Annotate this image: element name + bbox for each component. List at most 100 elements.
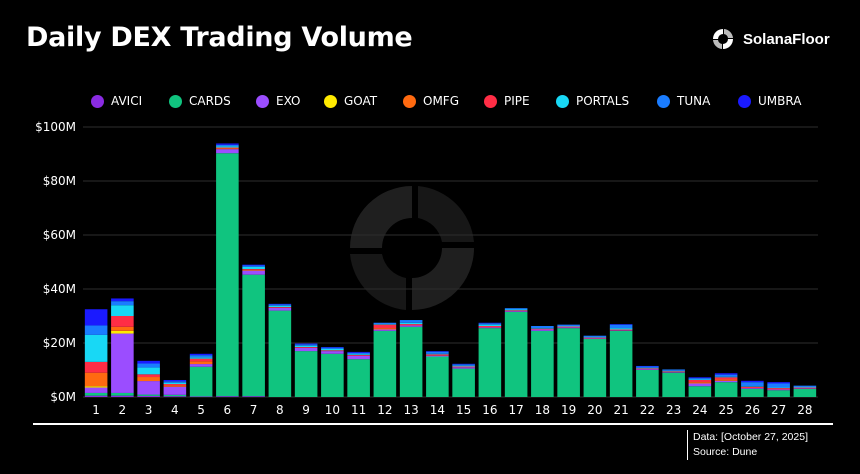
bar-segment-omfg xyxy=(714,379,738,381)
bar-segment-exo xyxy=(793,388,817,389)
bar-segment-tuna xyxy=(242,265,265,267)
legend-label: GOAT xyxy=(344,94,378,108)
bar-segment-cards xyxy=(662,372,685,397)
bar-stack-13 xyxy=(399,320,423,397)
bar-segment-umbra xyxy=(767,382,790,384)
bar-segment-pipe xyxy=(426,354,449,356)
bar-stack-19 xyxy=(557,324,580,397)
bar-segment-pipe xyxy=(84,361,108,373)
bar-segment-exo xyxy=(531,329,554,331)
bar-segment-pipe xyxy=(478,325,502,328)
bar-segment-avici xyxy=(84,395,108,397)
x-tick-label: 5 xyxy=(197,403,205,417)
bar-segment-pipe xyxy=(163,384,187,386)
legend-label: PIPE xyxy=(504,94,530,108)
legend-swatch xyxy=(657,94,670,108)
bar-segment-tuna xyxy=(84,325,108,335)
bar-segment-portals xyxy=(294,345,318,348)
x-tick-label: 25 xyxy=(718,403,733,417)
bar-stack-24 xyxy=(688,377,712,397)
x-tick-label: 18 xyxy=(535,403,550,417)
bar-segment-exo xyxy=(111,333,134,393)
x-tick-label: 4 xyxy=(171,403,179,417)
bar-segment-cards xyxy=(504,311,528,397)
bar-segment-portals xyxy=(793,387,817,388)
legend-swatch xyxy=(324,94,337,108)
bar-segment-portals xyxy=(662,370,685,372)
bar-segment-exo xyxy=(347,355,370,360)
bar-segment-portals xyxy=(216,146,239,148)
bar-segment-cards xyxy=(137,394,160,396)
bar-segment-portals xyxy=(163,382,187,385)
x-tick-label: 17 xyxy=(508,403,523,417)
bar-segment-portals xyxy=(373,324,397,325)
bar-segment-pipe xyxy=(793,387,817,389)
bar-segment-pipe xyxy=(688,379,712,383)
bar-segment-omfg xyxy=(84,372,108,387)
bar-segment-exo xyxy=(452,367,475,369)
bar-segment-umbra xyxy=(714,373,738,375)
bar-segment-tuna xyxy=(478,323,502,325)
bar-segment-cards xyxy=(294,351,318,397)
x-tick-label: 3 xyxy=(145,403,153,417)
x-tick-label: 2 xyxy=(119,403,127,417)
bar-segment-portals xyxy=(268,305,292,308)
bar-segment-tuna xyxy=(793,385,817,388)
bar-segment-portals xyxy=(84,334,108,362)
watermark-logo xyxy=(350,186,474,310)
bar-stack-3 xyxy=(137,360,160,397)
bar-segment-pipe xyxy=(399,324,423,326)
bar-segment-avici xyxy=(163,396,187,397)
bar-segment-pipe xyxy=(373,324,397,329)
bar-segment-pipe xyxy=(531,328,554,330)
bar-segment-pipe xyxy=(111,316,134,327)
legend-item-avici: AVICI xyxy=(91,94,142,108)
bar-segment-exo xyxy=(426,355,449,357)
bar-segment-pipe xyxy=(452,366,475,368)
legend-label: AVICI xyxy=(111,94,143,108)
bar-segment-tuna xyxy=(741,382,764,387)
bar-segment-cards xyxy=(373,330,397,397)
bar-segment-pipe xyxy=(767,388,790,390)
bar-segment-pipe xyxy=(714,377,738,380)
bar-segment-goat xyxy=(84,386,108,388)
bar-segment-omfg xyxy=(163,385,187,387)
bar-segment-omfg xyxy=(111,326,134,331)
legend-item-umbra: UMBRA xyxy=(738,94,801,108)
bar-segment-cards xyxy=(347,359,370,397)
solanafloor-logo-icon xyxy=(713,29,733,49)
bar-segment-omfg xyxy=(373,328,397,330)
bar-stack-18 xyxy=(531,325,554,397)
legend-label: EXO xyxy=(276,94,301,108)
bar-segment-umbra xyxy=(294,343,318,345)
bar-segment-cards xyxy=(714,382,738,397)
x-tick-label: 21 xyxy=(613,403,628,417)
bar-stack-27 xyxy=(767,382,790,397)
bar-segment-portals xyxy=(609,328,633,330)
bar-segment-cards xyxy=(321,353,344,397)
y-tick-label: $20M xyxy=(43,336,76,350)
bar-stack-10 xyxy=(321,347,344,397)
bar-segment-exo xyxy=(478,327,502,329)
bar-segment-cards xyxy=(583,338,607,397)
chart-legend: AVICI CARDS EXO GOAT OMFG PIPE PORTALS TUNA UMBR… xyxy=(0,94,860,112)
bar-segment-omfg xyxy=(242,269,265,271)
bar-segment-umbra xyxy=(452,363,475,365)
bar-segment-portals xyxy=(242,266,265,270)
legend-label: UMBRA xyxy=(758,94,802,108)
bar-segment-omfg xyxy=(216,148,239,150)
bar-stack-28 xyxy=(793,385,817,397)
bar-segment-exo xyxy=(557,327,580,329)
bar-stack-15 xyxy=(452,363,475,397)
bar-stack-21 xyxy=(609,324,633,397)
x-tick-label: 13 xyxy=(403,403,418,417)
y-tick-label: $100M xyxy=(35,120,76,134)
bar-segment-pipe xyxy=(321,350,344,352)
bar-segment-portals xyxy=(531,328,554,329)
bar-segment-umbra xyxy=(478,322,502,324)
y-tick-label: $60M xyxy=(43,228,76,242)
bar-segment-portals xyxy=(189,357,213,359)
bar-stack-20 xyxy=(583,335,607,397)
bar-segment-exo xyxy=(662,372,685,373)
